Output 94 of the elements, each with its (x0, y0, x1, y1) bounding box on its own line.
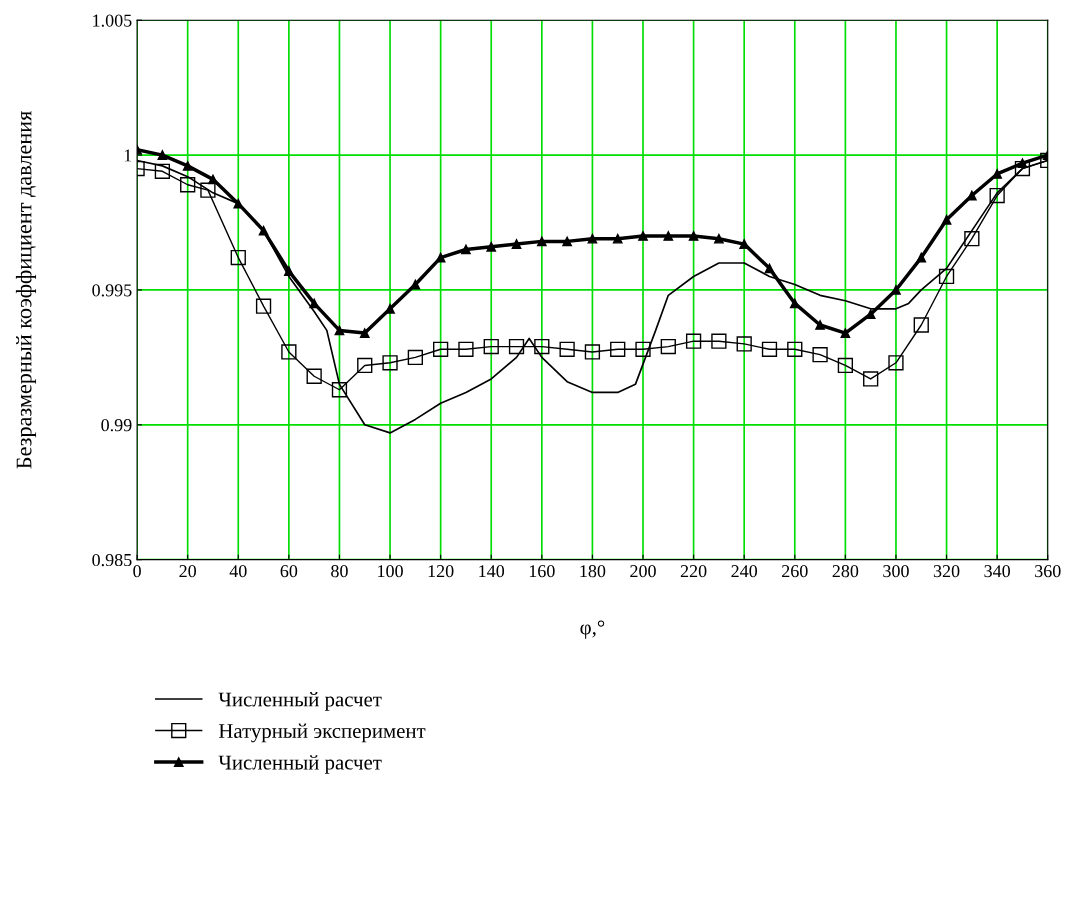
point (559, 341, 575, 357)
point (711, 333, 727, 349)
point (233, 198, 244, 209)
y-tick-label: 0.99 (101, 419, 132, 432)
point (385, 303, 395, 314)
point (534, 338, 550, 355)
x-tick-label: 60 (280, 565, 298, 578)
x-axis-title: φ,° (580, 620, 605, 639)
point (638, 231, 648, 241)
point (258, 225, 269, 236)
y-tick-label: 0.995 (92, 284, 132, 297)
x-tick-label: 360 (1035, 565, 1061, 578)
x-tick-label: 280 (832, 565, 859, 578)
x-tick-label: 140 (479, 565, 505, 578)
x-tick-label: 220 (680, 565, 707, 578)
point (913, 317, 929, 333)
x-tick-label: 120 (428, 565, 454, 578)
point (587, 233, 598, 244)
point (916, 252, 927, 263)
point (284, 266, 294, 276)
y-tick-label: 1 (124, 149, 132, 162)
point (992, 169, 1003, 179)
point (812, 347, 828, 363)
point (154, 163, 171, 179)
y-tick-label: 0.985 (92, 553, 132, 567)
point (815, 320, 825, 330)
point (486, 241, 497, 252)
point (182, 161, 193, 171)
point (508, 338, 525, 355)
legend-label: Численный расчет (218, 692, 382, 711)
point (433, 341, 449, 357)
point (281, 344, 297, 360)
point (157, 150, 168, 160)
legend-label: Численный расчет (218, 755, 382, 774)
point (685, 333, 702, 349)
point (435, 252, 446, 263)
legend-label: Натурный эксперимент (218, 723, 426, 743)
point (888, 355, 904, 371)
point (306, 368, 322, 384)
point (180, 177, 196, 193)
x-tick-label: 100 (378, 565, 403, 578)
x-tick-label: 320 (933, 565, 960, 578)
point (789, 298, 800, 309)
point (511, 239, 522, 249)
x-tick-label: 200 (630, 565, 656, 578)
point (635, 341, 651, 357)
point (382, 355, 398, 371)
point (941, 214, 952, 225)
point (787, 341, 803, 357)
point (458, 341, 474, 357)
point (761, 341, 778, 357)
point (208, 174, 218, 185)
x-tick-label: 180 (580, 565, 606, 578)
point (663, 231, 674, 241)
y-axis-title: Безразмерный коэффициент давления (15, 111, 37, 469)
point (840, 328, 851, 338)
point (407, 349, 423, 366)
point (610, 341, 626, 357)
point (964, 231, 980, 247)
point (461, 244, 471, 255)
x-tick-label: 240 (731, 565, 758, 578)
point (230, 249, 246, 266)
point (837, 357, 854, 374)
y-tick-label: 1.005 (93, 14, 132, 27)
point (989, 187, 1005, 204)
point (483, 338, 499, 355)
x-tick-label: 0 (133, 565, 141, 578)
point (536, 236, 547, 247)
point (714, 233, 724, 244)
point (584, 344, 601, 360)
point (764, 263, 775, 274)
point (200, 182, 216, 198)
point (334, 325, 345, 336)
point (660, 338, 676, 355)
x-tick-label: 260 (782, 565, 808, 578)
x-tick-label: 40 (229, 565, 247, 578)
point (688, 231, 699, 241)
point (410, 279, 421, 290)
point (331, 382, 348, 398)
point (612, 233, 623, 244)
point (255, 298, 272, 314)
point (562, 236, 572, 247)
x-tick-label: 20 (179, 565, 197, 578)
x-tick-label: 300 (883, 565, 909, 578)
point (359, 328, 370, 338)
point (309, 298, 320, 309)
point (736, 336, 752, 352)
x-tick-label: 160 (529, 565, 555, 578)
point (357, 357, 373, 374)
x-tick-label: 340 (984, 565, 1011, 578)
point (938, 268, 955, 285)
point (891, 285, 901, 295)
point (863, 371, 879, 387)
x-tick-label: 80 (331, 565, 348, 578)
